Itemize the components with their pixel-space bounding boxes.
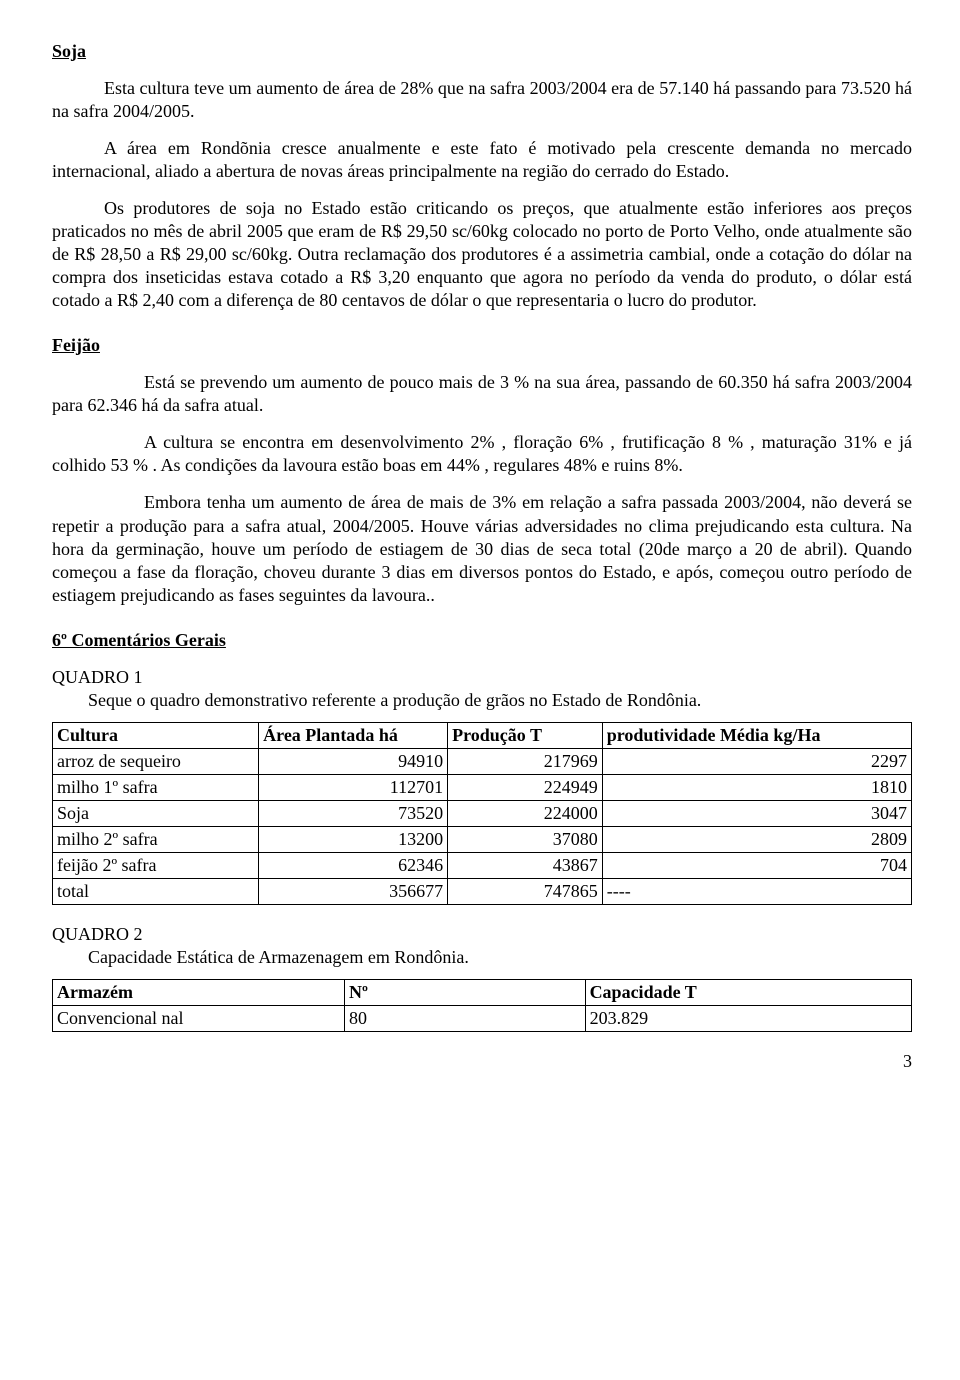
q1-cell: 224949 [448,774,603,800]
q1-cell: total [53,878,259,904]
q1-header-area: Área Plantada há [259,722,448,748]
q1-cell: 62346 [259,852,448,878]
quadro2-table: Armazém Nº Capacidade T Convencional nal… [52,979,912,1032]
soja-para-2: A área em Rondõnia cresce anualmente e e… [52,137,912,183]
q1-cell: 13200 [259,826,448,852]
table-row: milho 2º safra 13200 37080 2809 [53,826,912,852]
section-title-soja: Soja [52,40,912,63]
table-row: Soja 73520 224000 3047 [53,800,912,826]
table-row: feijão 2º safra 62346 43867 704 [53,852,912,878]
q1-cell: 37080 [448,826,603,852]
q1-cell: milho 2º safra [53,826,259,852]
quadro2-label: QUADRO 2 [52,923,912,946]
table-header-row: Armazém Nº Capacidade T [53,980,912,1006]
q1-header-producao: Produção T [448,722,603,748]
q1-cell: 217969 [448,748,603,774]
quadro2-desc: Capacidade Estática de Armazenagem em Ro… [52,946,912,969]
quadro1-label: QUADRO 1 [52,666,912,689]
q1-header-produtividade: produtividade Média kg/Ha [602,722,911,748]
q1-cell: 94910 [259,748,448,774]
q1-cell: 747865 [448,878,603,904]
section-title-comentarios: 6º Comentários Gerais [52,629,912,652]
q1-cell: 3047 [602,800,911,826]
q1-cell: 43867 [448,852,603,878]
q1-cell: feijão 2º safra [53,852,259,878]
section-title-feijao: Feijão [52,334,912,357]
q2-header-armazem: Armazém [53,980,345,1006]
feijao-para-2: A cultura se encontra em desenvolvimento… [52,431,912,477]
q2-cell: 80 [345,1006,586,1032]
feijao-para-1: Está se prevendo um aumento de pouco mai… [52,371,912,417]
table-row: milho 1º safra 112701 224949 1810 [53,774,912,800]
q1-cell: 224000 [448,800,603,826]
table-row: arroz de sequeiro 94910 217969 2297 [53,748,912,774]
q2-header-n: Nº [345,980,586,1006]
q1-cell: ---- [602,878,911,904]
soja-para-1: Esta cultura teve um aumento de área de … [52,77,912,123]
q1-cell: Soja [53,800,259,826]
q2-cell: Convencional nal [53,1006,345,1032]
quadro1-desc: Seque o quadro demonstrativo referente a… [52,689,912,712]
q1-cell: 2297 [602,748,911,774]
q1-cell: 704 [602,852,911,878]
q1-cell: 2809 [602,826,911,852]
q1-cell: 112701 [259,774,448,800]
q2-header-capacidade: Capacidade T [585,980,911,1006]
q1-cell: 356677 [259,878,448,904]
table-row: Convencional nal 80 203.829 [53,1006,912,1032]
quadro1-table: Cultura Área Plantada há Produção T prod… [52,722,912,905]
q1-cell: 1810 [602,774,911,800]
table-row: total 356677 747865 ---- [53,878,912,904]
feijao-para-3: Embora tenha um aumento de área de mais … [52,491,912,606]
soja-para-3: Os produtores de soja no Estado estão cr… [52,197,912,312]
table-header-row: Cultura Área Plantada há Produção T prod… [53,722,912,748]
page-number: 3 [52,1050,912,1073]
q1-header-cultura: Cultura [53,722,259,748]
q1-cell: 73520 [259,800,448,826]
q2-cell: 203.829 [585,1006,911,1032]
q1-cell: milho 1º safra [53,774,259,800]
q1-cell: arroz de sequeiro [53,748,259,774]
